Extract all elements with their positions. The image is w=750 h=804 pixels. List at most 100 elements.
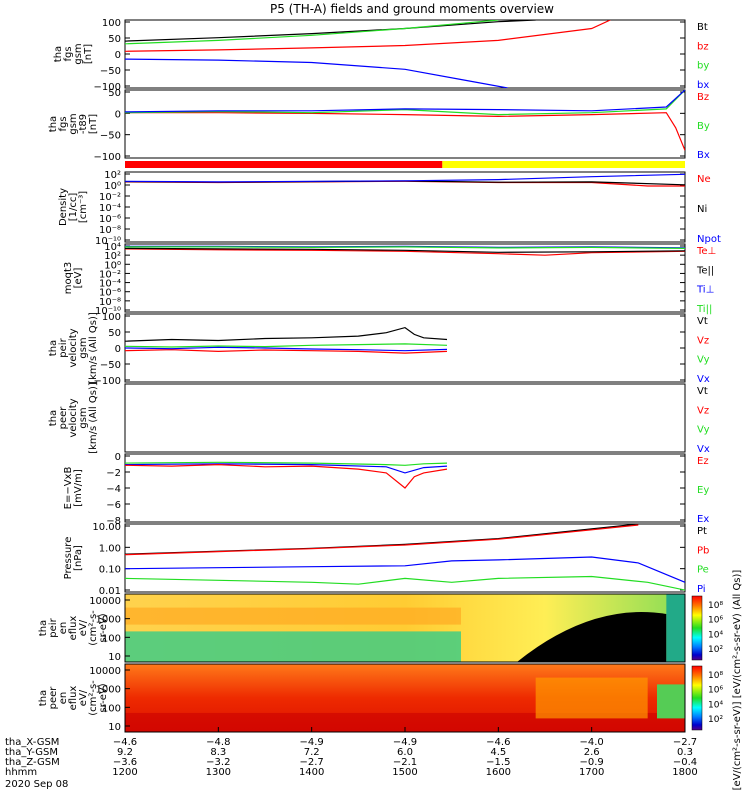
legend-entry: Ex <box>697 514 709 525</box>
colorbar <box>691 595 703 661</box>
legend-entry: Te⊥ <box>696 246 716 257</box>
colorbar-tick-label: 10² <box>708 715 723 725</box>
x-tick-label: −1.5 <box>486 757 510 768</box>
y-tick-label: 50 <box>108 328 121 339</box>
x-tick-label: 4.5 <box>490 747 506 758</box>
legend-entry: Te|| <box>696 265 714 276</box>
heatmap-edge <box>657 684 685 719</box>
legend-entry: Pt <box>697 526 707 537</box>
legend-entry: Vt <box>697 386 708 397</box>
colorbar-tick-label: 10⁴ <box>708 630 723 640</box>
y-axis-label: sr-eV) <box>98 613 109 642</box>
y-axis-label: tha <box>53 46 64 62</box>
series-line-bx <box>125 58 508 88</box>
y-tick-label: 10⁻¹⁰ <box>95 306 121 317</box>
y-tick-label: −50 <box>100 360 121 371</box>
y-axis-label: tha <box>38 620 49 636</box>
x-tick-label: −4.6 <box>486 737 510 748</box>
y-tick-label: 100 <box>102 312 121 323</box>
x-row-label: tha_Y-GSM <box>5 747 58 758</box>
y-tick-label: −100 <box>94 152 121 163</box>
panel-efield: 0 −2 −4 −6 −8 E=−VxB [mV/m] Ez Ey Ex <box>63 452 709 527</box>
x-date: 2020 Sep 08 <box>5 779 68 790</box>
y-tick-label: −6 <box>106 500 121 511</box>
series-line-pt <box>125 524 639 555</box>
x-tick-label: −4.6 <box>113 737 137 748</box>
panel-fgs: 100 50 0 −50 −100 tha fgs gsm [nT] Bt bz by bx <box>53 18 709 93</box>
y-tick-label: 0.10 <box>99 565 121 576</box>
y-axis-label: en <box>58 692 69 705</box>
y-axis-label: eflux <box>68 616 79 641</box>
y-tick-label: 0 <box>115 109 121 120</box>
legend-entry: Bx <box>697 150 710 161</box>
y-tick-label: −4 <box>106 484 121 495</box>
legend-entry: Ey <box>697 485 709 496</box>
y-axis-label: E=−VxB <box>63 467 74 510</box>
y-tick-label: −50 <box>100 131 121 142</box>
heatmap-low-band <box>125 631 461 662</box>
y-axis-label: gsm <box>73 43 84 64</box>
y-tick-label: 100 <box>102 633 121 644</box>
y-axis-label: (cm²-s- <box>88 680 99 716</box>
y-axis-label: peir <box>58 337 69 357</box>
y-axis-label: peir <box>48 617 59 637</box>
y-tick-label: 10² <box>104 170 121 181</box>
y-tick-label: 0 <box>115 344 121 355</box>
y-axis-label: sr-eV) <box>98 683 109 712</box>
y-axis-label: [nPa] <box>73 545 84 571</box>
y-axis-label: [cm⁻³] <box>78 191 89 223</box>
y-axis-label: eflux <box>68 686 79 711</box>
y-tick-label: 0 <box>115 50 121 61</box>
series-line-te <box>125 247 685 253</box>
flag-bar <box>125 161 685 168</box>
panel-pressure: 10.00 1.00 0.10 0.01 Pressure [nPa] Pt Pb Pe Pi <box>63 522 709 597</box>
colorbar-tick-label: 10² <box>708 645 723 655</box>
series-line-ex <box>125 463 448 474</box>
y-tick-label: 10 <box>108 652 121 663</box>
y-axis-label: -t89 <box>78 114 89 134</box>
x-tick-label: 2.6 <box>584 747 600 758</box>
y-axis-label: gsm <box>68 113 79 134</box>
y-tick-label: 10⁻² <box>99 269 121 280</box>
legend-entry: Vz <box>697 335 709 346</box>
heatmap-void <box>517 612 667 662</box>
y-axis-label: gsm <box>78 407 89 428</box>
series-line-vt <box>125 326 448 342</box>
y-tick-label: 10000 <box>89 596 121 607</box>
legend-entry: Vz <box>697 405 709 416</box>
series-line-vy <box>125 343 448 348</box>
y-tick-label: −100 <box>94 82 121 93</box>
y-axis-label: en <box>58 622 69 635</box>
legend-entry: Vt <box>697 316 708 327</box>
y-tick-label: 10² <box>104 251 121 262</box>
x-tick-label: −4.8 <box>206 737 230 748</box>
x-tick-label: −0.4 <box>673 757 697 768</box>
x-tick-label: 1400 <box>299 767 324 778</box>
series-line-te <box>125 248 685 256</box>
legend-entry: Vx <box>697 374 710 385</box>
y-tick-label: 10.00 <box>92 522 121 533</box>
heatmap-edge <box>666 594 685 662</box>
y-tick-label: 10⁻⁸ <box>99 225 121 236</box>
legend-entry: Ne <box>697 174 711 185</box>
x-tick-label: −2.7 <box>673 737 697 748</box>
y-axis-label: [km/s (All Qs)] <box>88 382 99 454</box>
legend-entry: Ti|| <box>696 304 712 315</box>
x-tick-label: 1300 <box>206 767 231 778</box>
y-tick-label: 50 <box>108 88 121 99</box>
x-row-label: hhmm <box>5 767 37 778</box>
y-axis-label: Pressure <box>63 537 74 580</box>
legend-entry: Ti⊥ <box>696 285 714 296</box>
y-tick-label: 1.00 <box>99 543 121 554</box>
x-tick-label: 7.2 <box>304 747 320 758</box>
y-tick-label: 10⁴ <box>104 242 121 253</box>
x-row-label: tha_X-GSM <box>5 737 59 748</box>
panel-fgs_dc: 50 0 −50 −100 tha fgs gsm -t89 [nT] Bz By Bx <box>48 88 710 163</box>
x-tick-label: −3.6 <box>113 757 137 768</box>
x-tick-label: 9.2 <box>117 747 133 758</box>
series-line-vx <box>125 346 448 352</box>
y-tick-label: 10⁰ <box>104 260 121 271</box>
y-axis-label: [nT] <box>88 114 99 134</box>
x-tick-label: −4.9 <box>300 737 324 748</box>
